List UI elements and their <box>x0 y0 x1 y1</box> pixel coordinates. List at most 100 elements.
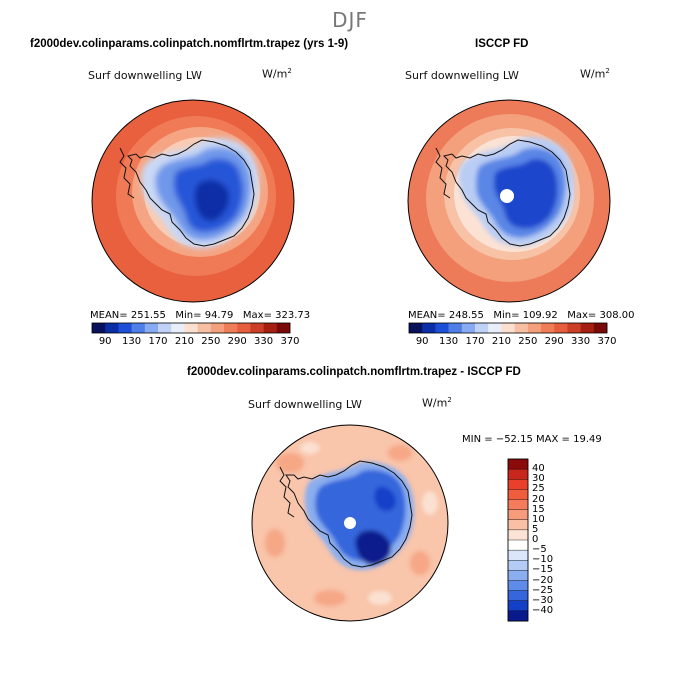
panel3-colorbar-swatch <box>507 529 529 541</box>
panel3-colorbar-level: 20 <box>532 493 545 505</box>
panel3-colorbar-swatch <box>507 458 529 470</box>
panel2-colorbar-tick: 170 <box>465 336 485 347</box>
panel2-map-border <box>407 99 611 303</box>
panel2-colorbar-swatch <box>593 323 608 333</box>
panel2-colorbar-border <box>408 322 608 334</box>
panel3-polar-map <box>251 424 449 622</box>
panel3-colorbar-swatch <box>507 590 529 602</box>
panel3-colorbar-swatch <box>507 580 529 592</box>
panel3-coastline <box>285 460 413 568</box>
panel2-polar-map <box>407 99 611 303</box>
panel3-colorbar-swatch <box>507 549 529 561</box>
panel3-colorbar-level: 5 <box>532 523 539 535</box>
panel1-variable-label: Surf downwelling LW <box>88 69 202 82</box>
panel1-units: W/m2 <box>262 67 292 81</box>
panel1-colorbar-swatch <box>250 323 264 333</box>
panel3-colorbar-swatch <box>507 539 529 551</box>
panel3-ice-core <box>355 530 392 565</box>
panel3-pole-hole <box>344 517 356 529</box>
panel2-colorbar-tick: 330 <box>571 336 591 347</box>
panel1-colorbar-tick: 170 <box>148 336 168 347</box>
panel3-colorbar-level: −30 <box>532 594 554 606</box>
panel2-pole-hole <box>500 189 514 203</box>
panel3-colorbar-swatch <box>507 499 529 511</box>
panel1-title: f2000dev.colinparams.colinpatch.nomflrtm… <box>30 38 349 50</box>
panel2-colorbar-ticks: 90 130 170 210 250 290 330 370 <box>409 336 617 350</box>
panel3-colorbar-level: 40 <box>532 463 545 475</box>
panel1-colorbar-tick: 370 <box>280 336 300 347</box>
panel3-colorbar-swatch <box>507 468 529 480</box>
panel3-colorbar-level: 15 <box>532 503 545 515</box>
panel2-colorbar-swatch <box>488 323 502 333</box>
panel3-colorbar-level: −15 <box>532 564 554 576</box>
panel2-mean: 248.55 <box>448 310 484 321</box>
panel3-patch <box>314 590 346 606</box>
panel3-units: W/m2 <box>422 396 452 410</box>
panel1-min: 94.79 <box>204 310 234 321</box>
panel2-colorbar-swatch <box>461 323 476 333</box>
panel3-colorbar-swatch <box>507 519 529 531</box>
panel2-colorbar-swatch <box>514 323 529 333</box>
panel3-colorbar-level: −25 <box>532 584 554 596</box>
panel2-stats: MEAN= 248.55 Min= 109.92 Max= 308.00 <box>408 310 635 321</box>
panel1-colorbar <box>91 322 291 334</box>
panel3-map-border <box>251 424 449 622</box>
panel1-colorbar-tick: 210 <box>174 336 194 347</box>
panel1-colorbar-tick: 130 <box>122 336 142 347</box>
figure-title: DJF <box>332 8 368 32</box>
panel3-ice-core <box>374 486 396 511</box>
panel1-mean: 251.55 <box>130 310 166 321</box>
panel1-ice-core <box>194 179 230 222</box>
panel2-colorbar-tick: 210 <box>491 336 511 347</box>
panel3-patch <box>410 551 430 575</box>
panel3-colorbar-border <box>507 458 529 622</box>
panel1-colorbar-swatch <box>263 323 278 333</box>
panel3-colorbar-labels: 40 30 25 20 15 10 5 0 −5 −10 −15 −20 −25 −30 −40 <box>532 459 576 621</box>
panel2-colorbar-swatch <box>554 323 568 333</box>
panel1-colorbar-swatch <box>197 323 212 333</box>
panel2-colorbar-swatch <box>475 323 489 333</box>
panel2-colorbar-swatch <box>527 323 542 333</box>
panel3-colorbar <box>507 458 529 622</box>
panel1-colorbar-tick: 330 <box>254 336 274 347</box>
panel3-patch <box>388 445 412 461</box>
panel3-colorbar-level: 25 <box>532 483 545 495</box>
panel2-colorbar-swatch <box>501 323 515 333</box>
panel2-colorbar-tick: 130 <box>439 336 459 347</box>
panel3-peninsula <box>279 466 295 518</box>
panel1-colorbar-tick: 250 <box>201 336 221 347</box>
panel3-colorbar-swatch <box>507 479 529 490</box>
panel1-colorbar-swatch <box>118 323 132 333</box>
panel1-peninsula <box>119 147 135 199</box>
panel3-colorbar-level: −10 <box>532 554 554 566</box>
panel2-colorbar-tick: 290 <box>544 336 564 347</box>
panel3-variable-label: Surf downwelling LW <box>248 398 362 411</box>
panel1-colorbar-swatch <box>210 323 225 333</box>
panel2-variable-label: Surf downwelling LW <box>405 69 519 82</box>
panel1-colorbar-tick: 290 <box>227 336 247 347</box>
panel1-colorbar-swatch <box>237 323 251 333</box>
panel3-colorbar-level: 0 <box>532 534 539 545</box>
panel1-colorbar-swatch <box>171 323 185 333</box>
panel1-colorbar-swatch <box>131 323 146 333</box>
panel2-colorbar-swatch <box>580 323 595 333</box>
panel3-patch <box>422 491 438 515</box>
panel2-colorbar-swatch <box>448 323 463 333</box>
panel2-colorbar-tick: 250 <box>518 336 538 347</box>
panel2-colorbar-swatch <box>409 323 423 333</box>
panel3-colorbar-swatch <box>507 560 529 571</box>
panel1-colorbar-swatch <box>144 323 159 333</box>
panel1-polar-map <box>91 99 295 303</box>
panel2-colorbar-tick: 370 <box>597 336 617 347</box>
panel2-title: ISCCP FD <box>475 38 529 50</box>
panel1-coastline <box>127 139 255 247</box>
panel2-colorbar-swatch <box>541 323 555 333</box>
panel2-colorbar <box>408 322 608 334</box>
panel1-colorbar-ticks: 90 130 170 210 250 290 330 370 <box>92 336 300 350</box>
panel2-colorbar-swatch <box>567 323 581 333</box>
panel3-colorbar-level: 10 <box>532 513 545 525</box>
panel1-stats: MEAN= 251.55 Min= 94.79 Max= 323.73 <box>90 310 311 321</box>
panel3-colorbar-level: −5 <box>532 544 547 556</box>
panel2-coastline <box>443 139 571 247</box>
panel3-patch <box>276 453 304 473</box>
